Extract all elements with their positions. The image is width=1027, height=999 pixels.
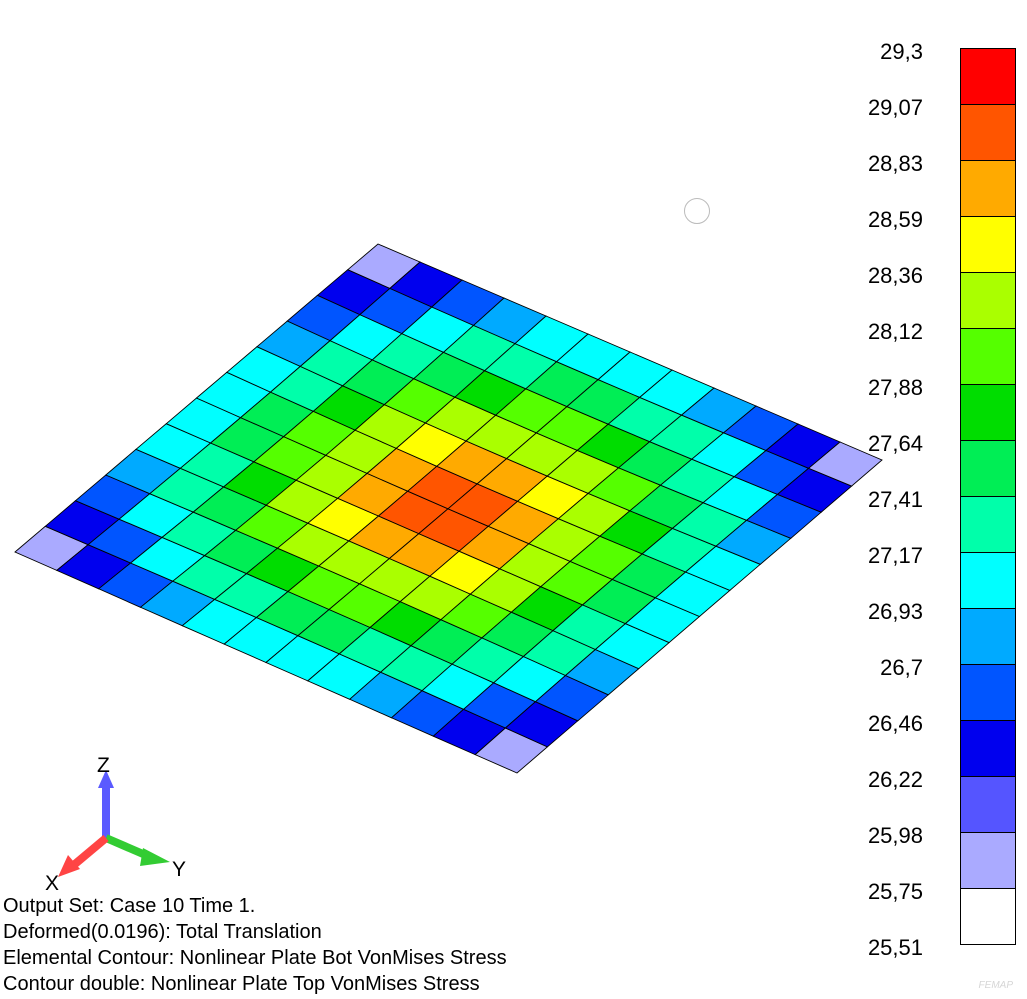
legend-swatch — [960, 608, 1016, 665]
triad-arrows — [58, 770, 170, 877]
legend-tick-label: 26,46 — [867, 711, 923, 736]
output-set-line: Output Set: Case 10 Time 1. — [3, 895, 256, 917]
legend-tick-label: 28,59 — [867, 207, 923, 232]
legend-swatch — [960, 384, 1016, 441]
femap-watermark: FEMAP — [978, 980, 1013, 991]
legend-swatch — [960, 48, 1016, 105]
legend-tick-label: 28,83 — [867, 151, 923, 176]
view-triad: Z Y X — [40, 752, 200, 895]
legend-swatch — [960, 552, 1016, 609]
z-axis-arrow — [98, 770, 114, 788]
legend-swatch — [960, 720, 1016, 777]
legend-swatch — [960, 216, 1016, 273]
legend-tick-label: 28,12 — [867, 319, 923, 344]
legend-tick-label: 27,41 — [867, 487, 923, 512]
triad-z-label: Z — [97, 754, 110, 777]
deformed-line: Deformed(0.0196): Total Translation — [3, 921, 322, 943]
legend-tick-label: 28,36 — [867, 263, 923, 288]
triad-x-label: X — [45, 872, 60, 895]
elemental-contour-line: Elemental Contour: Nonlinear Plate Bot V… — [3, 947, 507, 969]
legend-tick-label: 27,17 — [867, 543, 923, 568]
legend-swatch — [960, 104, 1016, 161]
legend-swatch — [960, 272, 1016, 329]
legend-swatch — [960, 832, 1016, 889]
x-axis-arrow — [58, 855, 80, 877]
legend-tick-label: 29,3 — [880, 39, 923, 64]
legend-tick-label: 26,22 — [867, 767, 923, 792]
triad-y-label: Y — [172, 858, 187, 881]
legend-tick-label: 26,93 — [867, 599, 923, 624]
cursor-ring — [684, 198, 710, 224]
y-axis-arrow — [140, 848, 170, 866]
legend-swatch — [960, 160, 1016, 217]
legend-swatch — [960, 888, 1016, 945]
legend-tick-label: 25,51 — [867, 935, 923, 960]
legend-swatch — [960, 664, 1016, 721]
plate-element[interactable] — [807, 441, 883, 487]
legend-tick-label: 25,98 — [867, 823, 923, 848]
legend-tick-label: 26,7 — [880, 655, 923, 680]
legend-tick-label: 27,88 — [867, 375, 923, 400]
legend-swatch — [960, 776, 1016, 833]
legend-swatch — [960, 440, 1016, 497]
legend-swatch — [960, 328, 1016, 385]
legend-swatch — [960, 496, 1016, 553]
legend-tick-label: 27,64 — [867, 431, 923, 456]
legend-tick-label: 29,07 — [867, 95, 923, 120]
contour-legend: 29,3 29,07 28,83 28,59 28,36 28,12 27,88 27,64 2… — [868, 39, 1027, 970]
output-info: Output Set: Case 10 Time 1. Deformed(0.0… — [3, 893, 507, 997]
contour-double-line: Contour double: Nonlinear Plate Top VonM… — [3, 973, 480, 995]
legend-tick-label: 25,75 — [867, 879, 923, 904]
